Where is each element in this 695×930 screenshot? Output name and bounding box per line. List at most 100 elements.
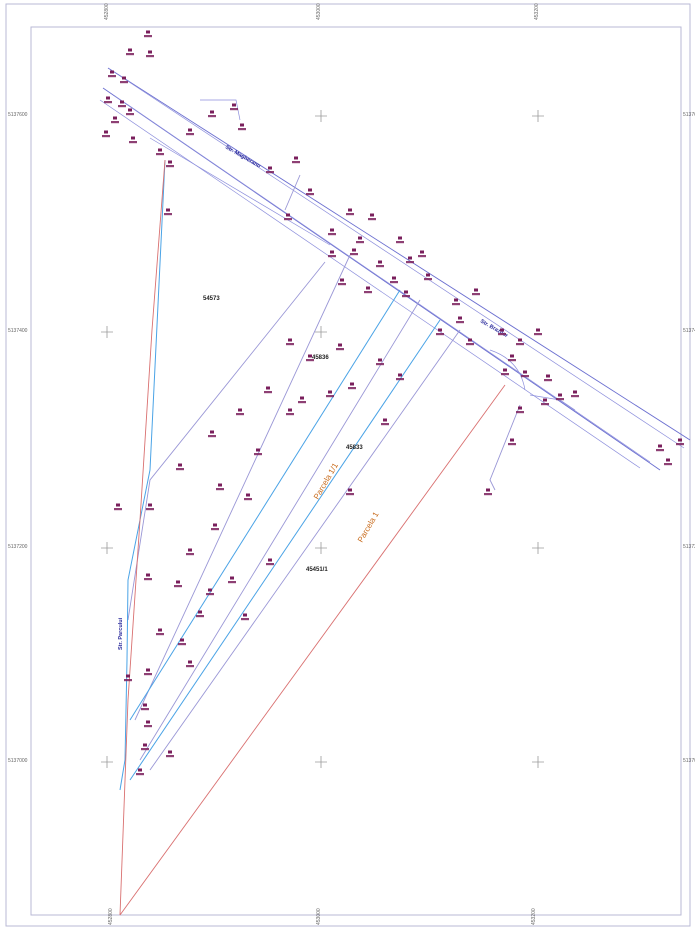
top-coord-3: 453200 [534,3,540,20]
survey-point-marker [340,278,344,282]
survey-point-code [144,578,152,581]
survey-point-code [326,395,334,398]
survey-point-marker [256,448,260,452]
survey-point-code [534,333,542,336]
survey-point-code [381,423,389,426]
survey-point-marker [176,580,180,584]
survey-point-marker [128,108,132,112]
survey-point-marker [158,628,162,632]
survey-point-marker [573,390,577,394]
survey-point-code [156,633,164,636]
survey-point-code [108,75,116,78]
survey-point-code [118,105,126,108]
survey-point-marker [198,610,202,614]
survey-point-code [120,81,128,84]
survey-point-marker [168,750,172,754]
left-coord-4: 5137000 [8,758,28,764]
survey-point-code [376,363,384,366]
survey-point-marker [468,338,472,342]
survey-point-code [144,35,152,38]
survey-point-marker [180,638,184,642]
survey-point-marker [330,228,334,232]
survey-point-code [141,708,149,711]
survey-point-marker [143,743,147,747]
survey-point-code [452,303,460,306]
survey-point-code [144,725,152,728]
survey-point-marker [348,488,352,492]
street-label-3: Str. Parcului [118,617,124,650]
survey-point-code [424,278,432,281]
survey-point-code [521,375,529,378]
survey-point-code [286,413,294,416]
survey-point-code [350,253,358,256]
survey-point-marker [128,48,132,52]
survey-point-marker [420,250,424,254]
survey-point-marker [243,613,247,617]
survey-point-code [216,488,224,491]
survey-point-marker [300,396,304,400]
survey-point-code [396,378,404,381]
top-coord-1: 452800 [104,3,110,20]
survey-point-marker [268,558,272,562]
survey-point-code [328,233,336,236]
survey-point-marker [404,290,408,294]
survey-point-code [466,343,474,346]
survey-point-marker [666,458,670,462]
survey-point-marker [158,148,162,152]
survey-point-marker [286,213,290,217]
survey-point-code [206,593,214,596]
survey-point-marker [188,548,192,552]
survey-point-marker [294,156,298,160]
survey-point-code [390,281,398,284]
left-coord-3: 5137200 [8,544,28,550]
survey-point-marker [148,503,152,507]
survey-point-code [406,261,414,264]
survey-point-code [396,241,404,244]
survey-point-marker [188,128,192,132]
survey-point-code [244,498,252,501]
survey-point-marker [168,160,172,164]
survey-point-marker [378,260,382,264]
survey-point-code [516,411,524,414]
survey-point-code [208,115,216,118]
survey-point-code [544,379,552,382]
bottom-coord-3: 453200 [531,908,537,925]
survey-point-marker [383,418,387,422]
survey-point-marker [240,123,244,127]
survey-point-code [166,755,174,758]
survey-point-code [284,218,292,221]
survey-point-code [664,463,672,466]
survey-point-code [186,133,194,136]
survey-point-code [346,493,354,496]
survey-point-code [126,113,134,116]
survey-point-marker [543,398,547,402]
survey-point-code [376,265,384,268]
right-coord-4: 513700 [683,758,695,764]
survey-point-code [484,493,492,496]
survey-point-code [164,213,172,216]
survey-point-code [501,373,509,376]
survey-point-marker [558,393,562,397]
survey-point-marker [510,438,514,442]
parcel-label-2: 45836 [312,355,329,361]
survey-point-marker [523,370,527,374]
survey-point-code [238,128,246,131]
survey-point-code [508,443,516,446]
survey-point-marker [518,338,522,342]
survey-point-marker [146,573,150,577]
survey-point-code [508,359,516,362]
survey-point-marker [458,316,462,320]
survey-point-code [236,413,244,416]
survey-point-marker [500,328,504,332]
survey-point-marker [146,720,150,724]
survey-point-code [292,161,300,164]
survey-point-marker [266,386,270,390]
survey-point-code [186,665,194,668]
survey-point-code [364,291,372,294]
survey-point-marker [232,103,236,107]
survey-point-code [286,343,294,346]
survey-point-code [402,295,410,298]
survey-point-code [516,343,524,346]
survey-point-marker [218,483,222,487]
survey-point-marker [536,328,540,332]
